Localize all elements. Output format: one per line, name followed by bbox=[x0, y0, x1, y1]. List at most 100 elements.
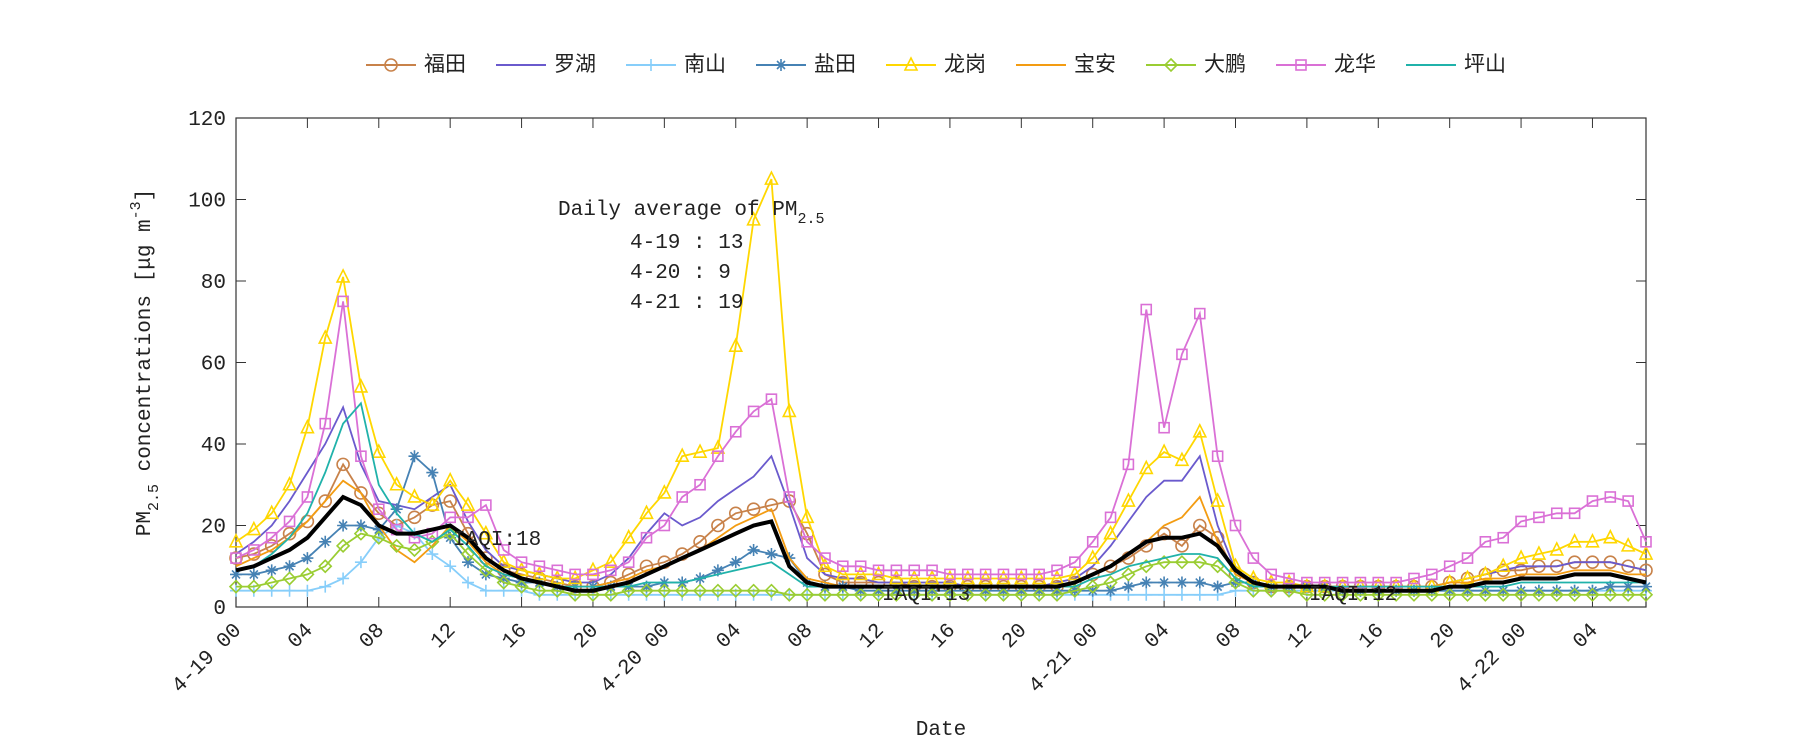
marker bbox=[355, 450, 367, 463]
series-line bbox=[235, 494, 1647, 593]
marker bbox=[1085, 579, 1100, 594]
marker bbox=[942, 587, 958, 602]
marker bbox=[1406, 587, 1422, 602]
marker bbox=[817, 587, 833, 602]
y-tick-label: 40 bbox=[201, 435, 226, 458]
marker bbox=[1388, 587, 1404, 602]
marker bbox=[639, 504, 654, 520]
marker bbox=[354, 486, 368, 500]
marker bbox=[1104, 511, 1117, 524]
marker bbox=[1176, 348, 1188, 361]
legend-marker bbox=[1163, 57, 1179, 73]
marker bbox=[283, 515, 296, 528]
marker bbox=[961, 568, 974, 581]
marker bbox=[924, 569, 940, 585]
marker bbox=[248, 544, 260, 556]
x-tick-label: 4-19 00 bbox=[168, 620, 247, 699]
marker bbox=[282, 571, 297, 586]
marker bbox=[496, 575, 511, 590]
daily-average-line: 4-20 : 9 bbox=[630, 262, 731, 285]
marker bbox=[854, 560, 867, 573]
marker bbox=[926, 564, 938, 577]
legend-label: 龙岗 bbox=[944, 52, 986, 76]
marker bbox=[336, 457, 350, 472]
marker bbox=[657, 484, 672, 499]
x-tick-label: 16 bbox=[1355, 620, 1389, 654]
y-tick-label: 60 bbox=[201, 354, 226, 377]
marker bbox=[890, 564, 903, 577]
marker bbox=[1585, 587, 1600, 602]
marker bbox=[551, 564, 564, 577]
marker bbox=[944, 568, 956, 581]
y-axis-label: PM2.5 concentrations [μg m-3] bbox=[128, 189, 163, 537]
marker bbox=[1281, 583, 1297, 598]
marker bbox=[567, 587, 583, 602]
marker bbox=[462, 576, 475, 589]
marker bbox=[1210, 559, 1225, 574]
marker bbox=[354, 556, 367, 569]
marker bbox=[515, 556, 528, 568]
marker bbox=[264, 504, 279, 520]
daily-average-title-sub: 2.5 bbox=[797, 211, 824, 228]
marker bbox=[1014, 569, 1029, 585]
marker bbox=[1443, 560, 1456, 573]
annotation: IAQI:12 bbox=[1309, 584, 1397, 607]
marker bbox=[728, 337, 744, 353]
marker bbox=[658, 519, 671, 532]
marker bbox=[603, 553, 619, 568]
marker bbox=[871, 587, 886, 602]
marker bbox=[711, 518, 725, 533]
marker bbox=[301, 491, 314, 503]
marker bbox=[1014, 587, 1029, 602]
marker bbox=[1461, 584, 1474, 597]
y-tick-label: 0 bbox=[213, 598, 226, 621]
marker bbox=[710, 583, 726, 598]
y-tick-label: 80 bbox=[201, 272, 226, 295]
y-tick-label: 120 bbox=[188, 109, 226, 132]
marker bbox=[1158, 421, 1170, 434]
marker bbox=[908, 564, 921, 577]
marker bbox=[1550, 584, 1563, 597]
x-tick-label: 08 bbox=[356, 620, 390, 654]
legend-marker bbox=[903, 56, 919, 71]
marker bbox=[549, 569, 565, 585]
marker bbox=[1495, 557, 1511, 573]
marker bbox=[1317, 587, 1332, 602]
marker bbox=[1513, 549, 1529, 564]
marker bbox=[710, 439, 726, 454]
marker bbox=[353, 378, 369, 393]
marker bbox=[1514, 563, 1528, 578]
marker bbox=[1192, 518, 1207, 533]
x-tick-label: 16 bbox=[498, 620, 532, 654]
marker bbox=[1139, 559, 1154, 574]
marker bbox=[319, 580, 332, 593]
x-tick-label: 4-22 00 bbox=[1453, 620, 1532, 699]
marker bbox=[478, 524, 494, 540]
marker bbox=[800, 587, 815, 602]
marker bbox=[1335, 587, 1350, 602]
marker bbox=[319, 535, 332, 548]
marker bbox=[1032, 587, 1047, 602]
marker bbox=[533, 560, 546, 573]
x-tick-label: 12 bbox=[855, 620, 889, 654]
marker bbox=[693, 534, 707, 549]
marker bbox=[1638, 587, 1654, 602]
marker bbox=[282, 475, 297, 491]
marker bbox=[407, 542, 422, 558]
marker bbox=[372, 523, 385, 536]
marker bbox=[1174, 555, 1190, 570]
marker bbox=[1174, 451, 1190, 467]
marker bbox=[1086, 535, 1099, 548]
marker bbox=[1086, 584, 1099, 597]
marker bbox=[1532, 584, 1545, 597]
marker bbox=[337, 295, 349, 308]
marker bbox=[942, 569, 958, 585]
marker bbox=[1622, 495, 1634, 507]
marker bbox=[1620, 537, 1636, 552]
marker bbox=[1229, 519, 1242, 532]
x-tick-label: 04 bbox=[1569, 620, 1603, 654]
x-tick-label: 04 bbox=[284, 620, 318, 654]
legend-label: 宝安 bbox=[1074, 52, 1116, 76]
marker bbox=[1496, 587, 1511, 602]
